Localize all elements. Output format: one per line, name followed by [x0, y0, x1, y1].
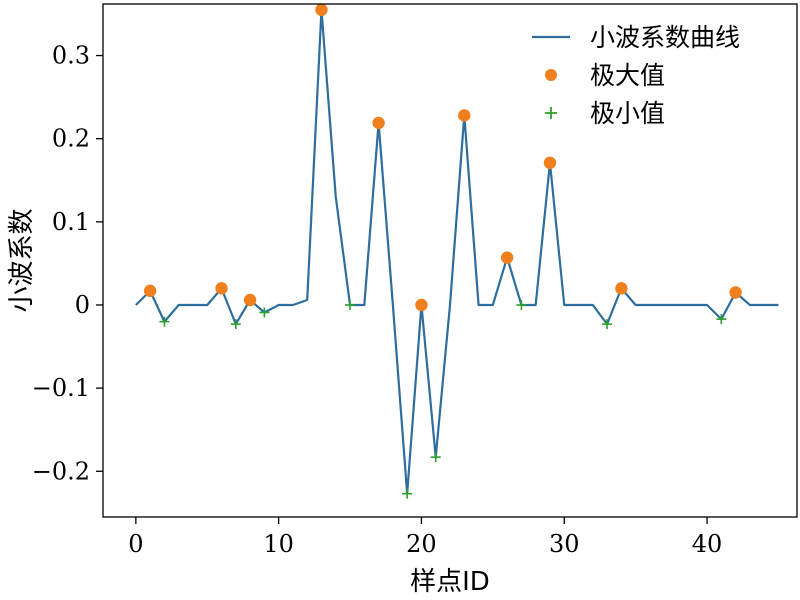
y-tick-label: 0.2 — [52, 125, 90, 153]
y-tick-label: 0 — [75, 291, 90, 319]
legend-entry-min: 极小值 — [590, 99, 665, 128]
x-tick-label: 20 — [406, 530, 437, 558]
max-point — [729, 286, 742, 299]
legend-entry-line: 小波系数曲线 — [590, 23, 740, 52]
x-tick-label: 40 — [692, 530, 723, 558]
max-point — [215, 282, 228, 295]
y-tick-label: −0.1 — [32, 374, 90, 402]
max-point — [143, 284, 157, 298]
max-point — [543, 156, 557, 170]
legend-entry-max: 极大值 — [590, 61, 665, 90]
y-tick-label: 0.3 — [52, 42, 90, 70]
y-axis-ticks: −0.2 −0.1 0 0.1 0.2 0.3 — [32, 42, 103, 485]
max-point — [615, 282, 628, 295]
max-point — [415, 298, 428, 312]
plot-frame — [102, 3, 798, 518]
x-tick-label: 30 — [549, 530, 580, 558]
y-axis-label: 小波系数 — [7, 208, 37, 312]
max-point — [372, 116, 385, 130]
max-point — [500, 251, 514, 264]
legend-swatch-max — [545, 69, 557, 81]
min-point — [430, 452, 441, 463]
min-point — [230, 319, 241, 330]
min-point — [259, 307, 270, 318]
min-point — [159, 316, 170, 327]
max-point — [315, 3, 328, 17]
legend: 小波系数曲线 极大值 极小值 — [532, 23, 740, 128]
y-tick-label: 0.1 — [52, 208, 90, 236]
max-point — [243, 293, 257, 307]
min-point — [716, 314, 727, 325]
min-point — [602, 319, 613, 330]
min-markers — [159, 299, 727, 499]
x-axis-label: 样点ID — [410, 567, 490, 597]
min-point — [402, 488, 413, 499]
x-tick-label: 0 — [128, 530, 143, 558]
legend-swatch-min — [545, 107, 557, 119]
series-line-wavelet-coefficients — [135, 8, 779, 495]
x-tick-label: 10 — [263, 530, 294, 558]
min-point — [345, 299, 356, 310]
max-point — [458, 109, 471, 122]
y-tick-label: −0.2 — [32, 457, 90, 485]
max-markers — [143, 3, 742, 312]
min-point — [516, 299, 527, 310]
plot-area — [135, 3, 779, 499]
x-axis-ticks: 0 10 20 30 40 — [128, 517, 722, 558]
